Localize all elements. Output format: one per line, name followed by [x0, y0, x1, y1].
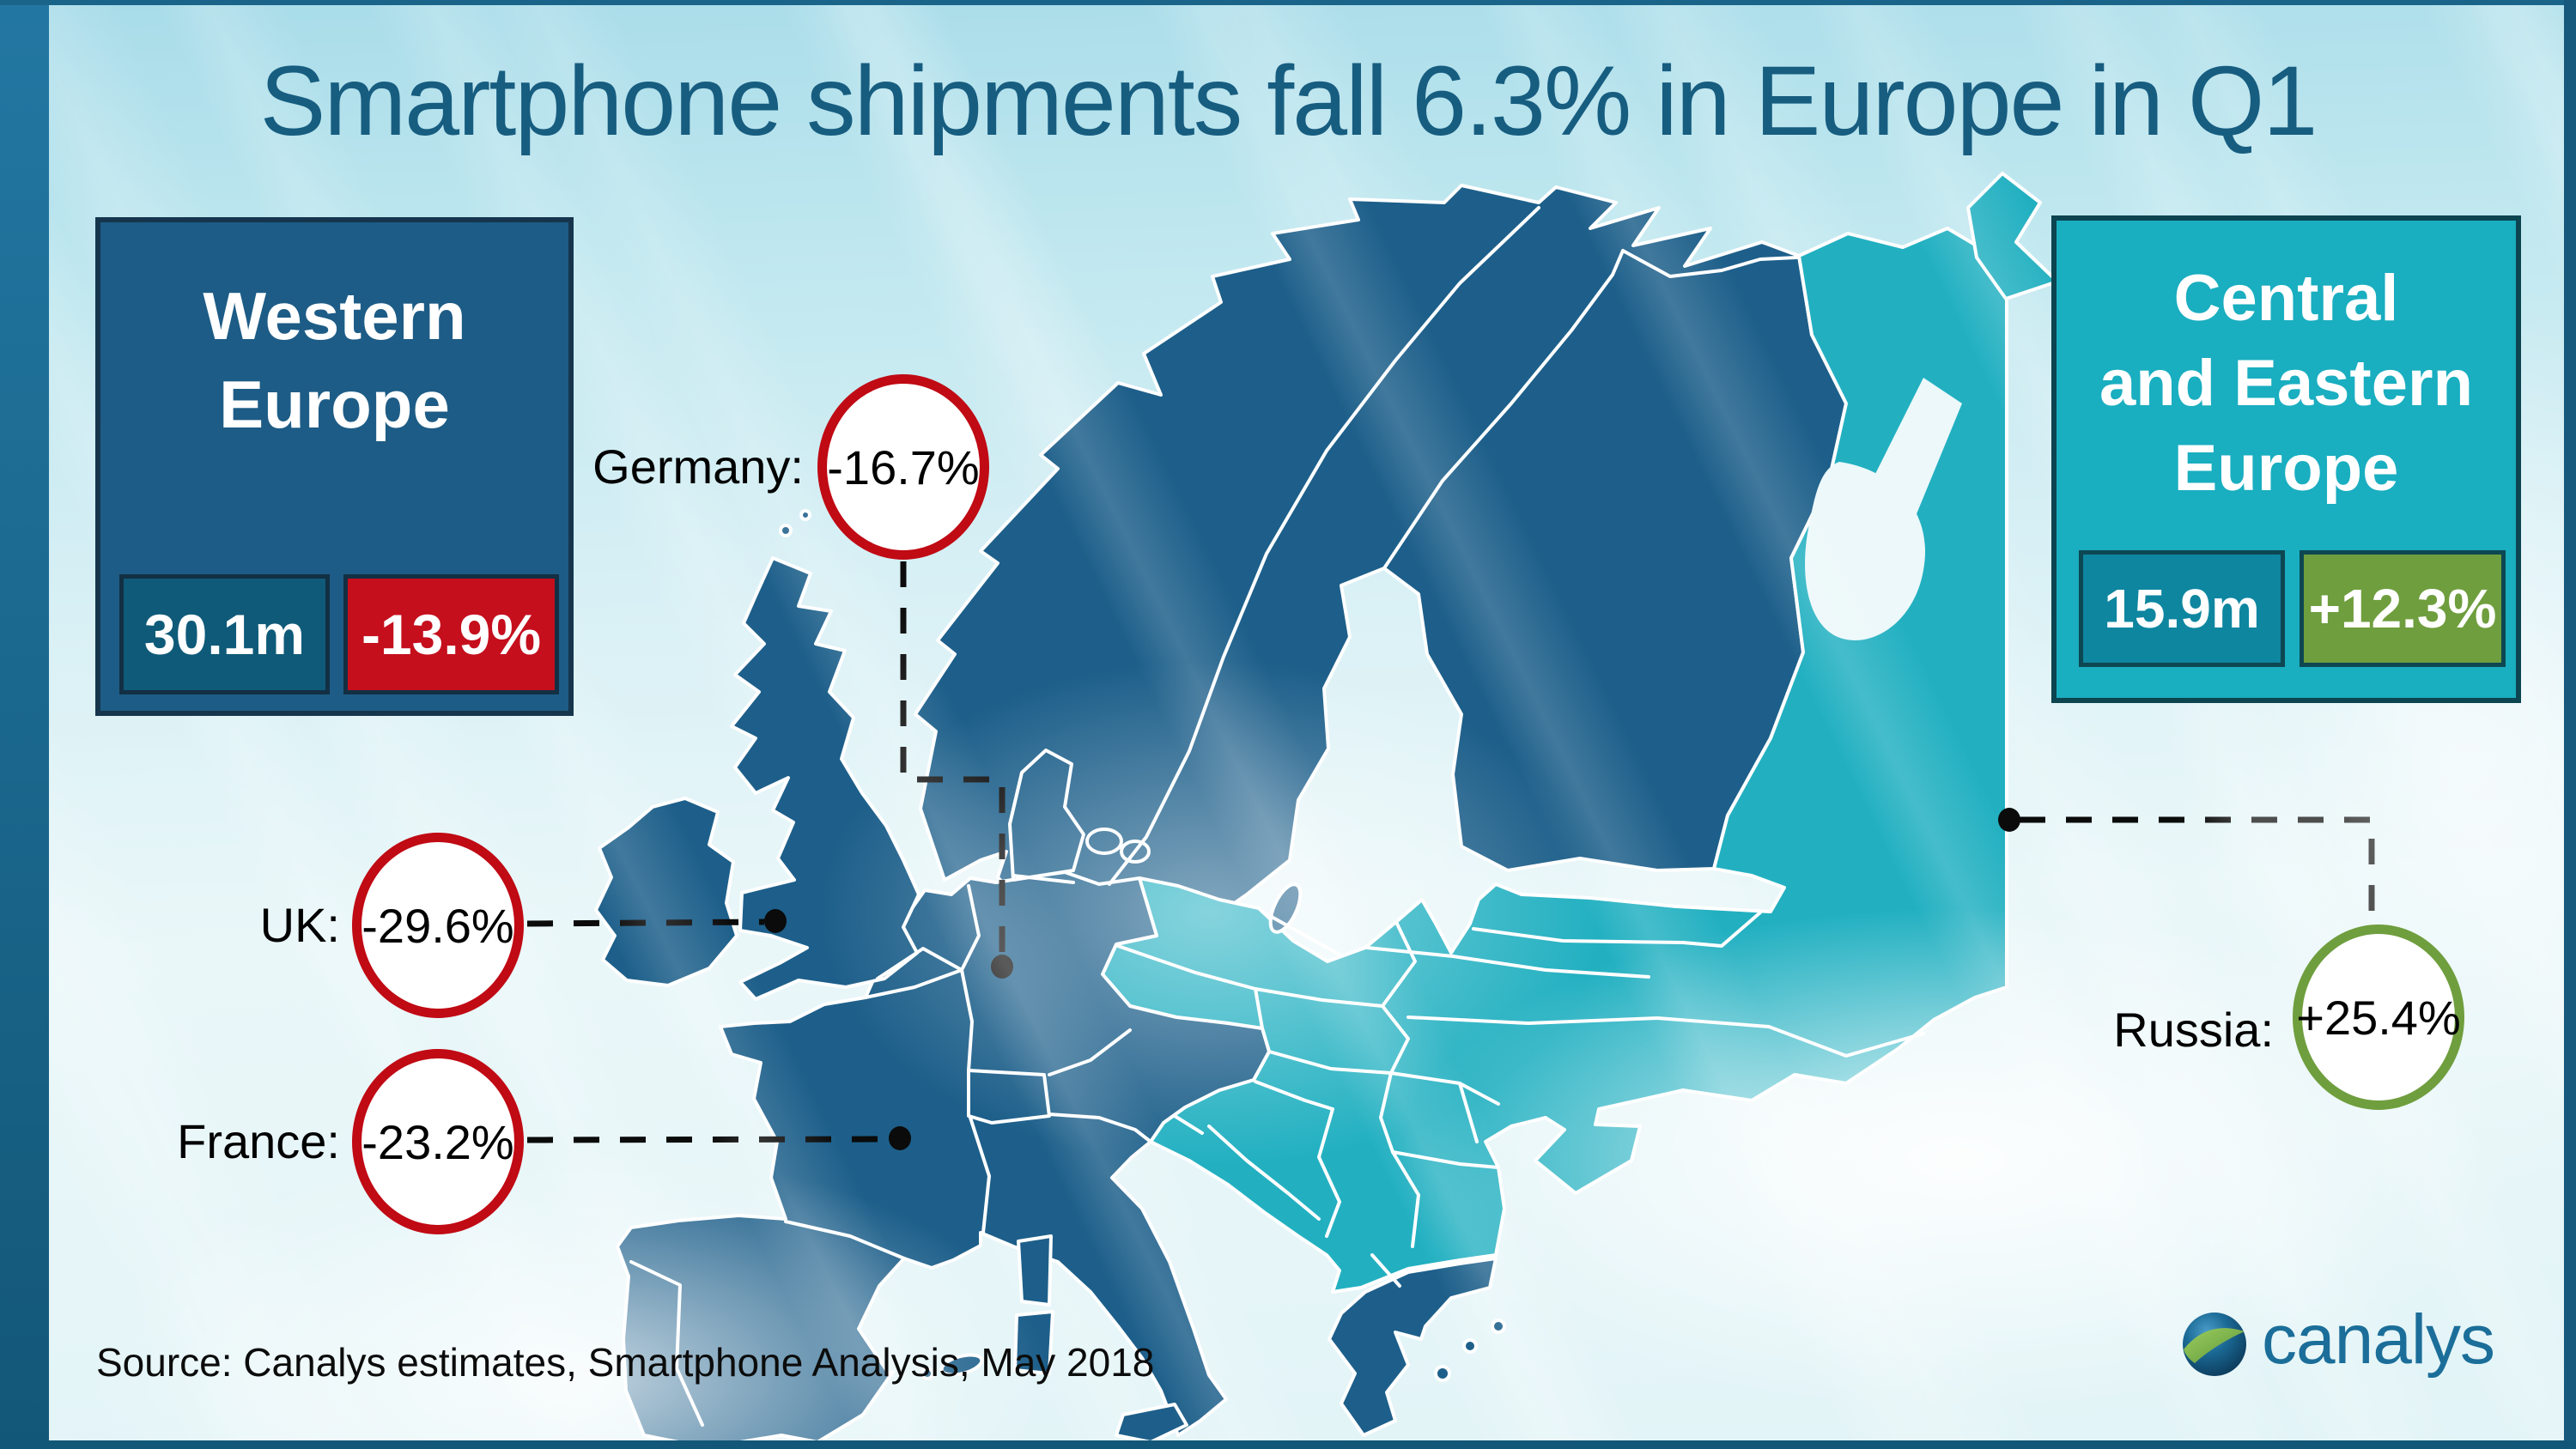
russia-callout-value: +25.4% — [2296, 990, 2461, 1045]
map-danish-island — [1085, 828, 1123, 855]
france-callout-value: -23.2% — [361, 1114, 514, 1169]
canalys-globe-icon — [2183, 1313, 2246, 1376]
map-shetland — [799, 509, 811, 521]
russia-leader-line — [2020, 816, 2375, 920]
map-greek-island — [1491, 1319, 1506, 1334]
map-sicily — [1115, 1403, 1188, 1444]
france-callout-label: France: — [177, 1114, 340, 1168]
frame-right — [2564, 0, 2576, 1449]
map-orkney — [779, 524, 793, 537]
map-corsica — [1017, 1234, 1053, 1307]
central-eastern-europe-shipments: 15.9m — [2079, 550, 2285, 667]
russia-anchor-dot — [1998, 808, 2020, 832]
uk-callout-label: UK: — [259, 898, 340, 952]
germany-callout-label: Germany: — [592, 440, 804, 494]
russia-callout-label: Russia: — [2113, 1003, 2274, 1057]
canalys-wordmark: canalys — [2262, 1300, 2495, 1379]
frame-top — [0, 0, 2576, 5]
map-greek-island — [1434, 1365, 1451, 1382]
page-title: Smartphone shipments fall 6.3% in Europe… — [259, 46, 2318, 156]
map-ireland — [594, 797, 738, 987]
canalys-logo: canalys — [2181, 1300, 2495, 1380]
france-anchor-dot — [889, 1126, 911, 1150]
uk-callout-value: -29.6% — [361, 898, 514, 953]
germany-anchor-dot — [991, 955, 1013, 979]
western-europe-shipments: 30.1m — [119, 574, 330, 694]
map-gotland — [1268, 882, 1303, 934]
frame-bottom — [0, 1440, 2576, 1449]
uk-callout-bubble: -29.6% — [352, 833, 524, 1018]
map-greek-island — [1462, 1338, 1478, 1354]
uk-anchor-dot — [764, 909, 787, 933]
germany-callout-bubble: -16.7% — [817, 374, 989, 560]
central-eastern-europe-growth-badge: +12.3% — [2300, 550, 2506, 667]
germany-callout-value: -16.7% — [827, 440, 980, 494]
western-europe-name: Western Europe — [203, 278, 466, 442]
frame-left — [0, 0, 49, 1449]
source-attribution: Source: Canalys estimates, Smartphone An… — [96, 1340, 1155, 1385]
map-uk — [730, 556, 920, 1001]
western-europe-growth-badge: -13.9% — [343, 574, 559, 694]
central-eastern-europe-name: Central and Eastern Europe — [2099, 262, 2474, 505]
france-callout-bubble: -23.2% — [352, 1049, 524, 1234]
central-eastern-europe-box: Central and Eastern Europe 15.9m +12.3% — [2051, 215, 2521, 703]
russia-callout-bubble: +25.4% — [2293, 925, 2464, 1110]
